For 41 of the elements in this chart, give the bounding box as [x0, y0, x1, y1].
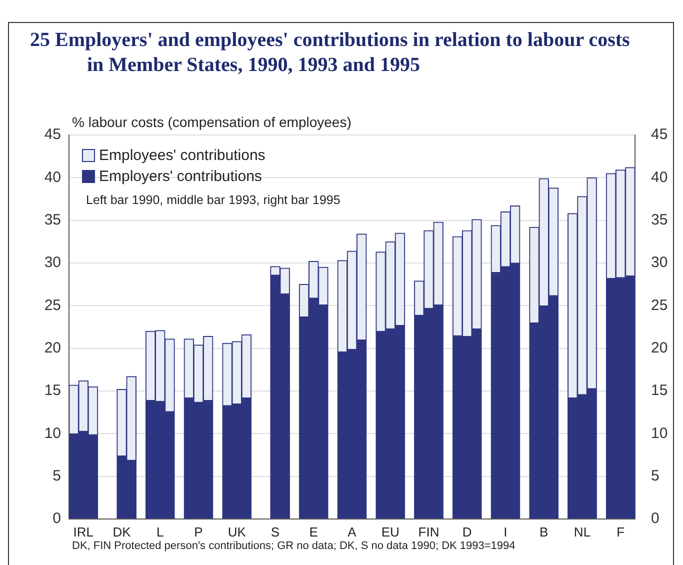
- y-tick-label: 40: [44, 168, 61, 186]
- y2-tick-label: 30: [651, 254, 668, 272]
- y-tick-label: 35: [44, 211, 61, 228]
- text: DK, FIN Protected person's contributions; GR no data; DK, S no data 1990; DK 1993=1994: [72, 540, 516, 552]
- x-tick-label: D: [462, 524, 472, 540]
- y2-tick-label: 10: [651, 424, 668, 442]
- y2-tick-label: 45: [651, 126, 668, 144]
- y-tick-label: 15: [44, 382, 61, 400]
- x-tick-label: A: [348, 524, 357, 540]
- y2-tick-label: 15: [651, 382, 668, 400]
- x-tick-label: UK: [228, 524, 246, 540]
- y2-tick-label: 35: [651, 211, 668, 228]
- y2-tick-label: 0: [651, 510, 660, 528]
- y-tick-label: 0: [52, 510, 61, 528]
- y-tick-label: 45: [44, 126, 61, 144]
- y2-tick-label: 40: [651, 168, 668, 186]
- y-axis-title: % labour costs (compensation of employees): [72, 114, 352, 130]
- y2-tick-label: 5: [651, 467, 660, 484]
- x-tick-label: L: [156, 524, 164, 540]
- legend-label: Employees' contributions: [99, 147, 266, 164]
- annotation: Left bar 1990, middle bar 1993, right bar 1995: [86, 193, 340, 207]
- x-tick-label: I: [504, 524, 508, 540]
- x-tick-label: EU: [381, 524, 400, 540]
- x-tick-label: B: [540, 524, 548, 540]
- x-tick-label: DK: [112, 524, 132, 540]
- x-tick-label: FIN: [418, 524, 440, 540]
- legend-label: Employers' contributions: [99, 168, 262, 185]
- x-tick-label: IRL: [73, 524, 94, 540]
- y2-tick-label: 25: [651, 296, 668, 314]
- x-tick-label: P: [194, 524, 203, 540]
- y-tick-label: 20: [44, 339, 61, 356]
- y-tick-label: 10: [44, 424, 61, 442]
- y-tick-label: 30: [44, 254, 61, 272]
- x-tick-label: F: [616, 524, 625, 540]
- y2-tick-label: 20: [651, 339, 668, 356]
- x-tick-label: NL: [574, 524, 591, 540]
- chart-title: 25 Employers' and employees' contributions in relation to labour costs in Member States, 1990, 1993 and 1995: [30, 28, 631, 78]
- x-tick-label: S: [270, 524, 280, 540]
- y-tick-label: 5: [52, 467, 61, 484]
- y-tick-label: 25: [44, 296, 61, 314]
- x-tick-label: E: [309, 524, 318, 540]
